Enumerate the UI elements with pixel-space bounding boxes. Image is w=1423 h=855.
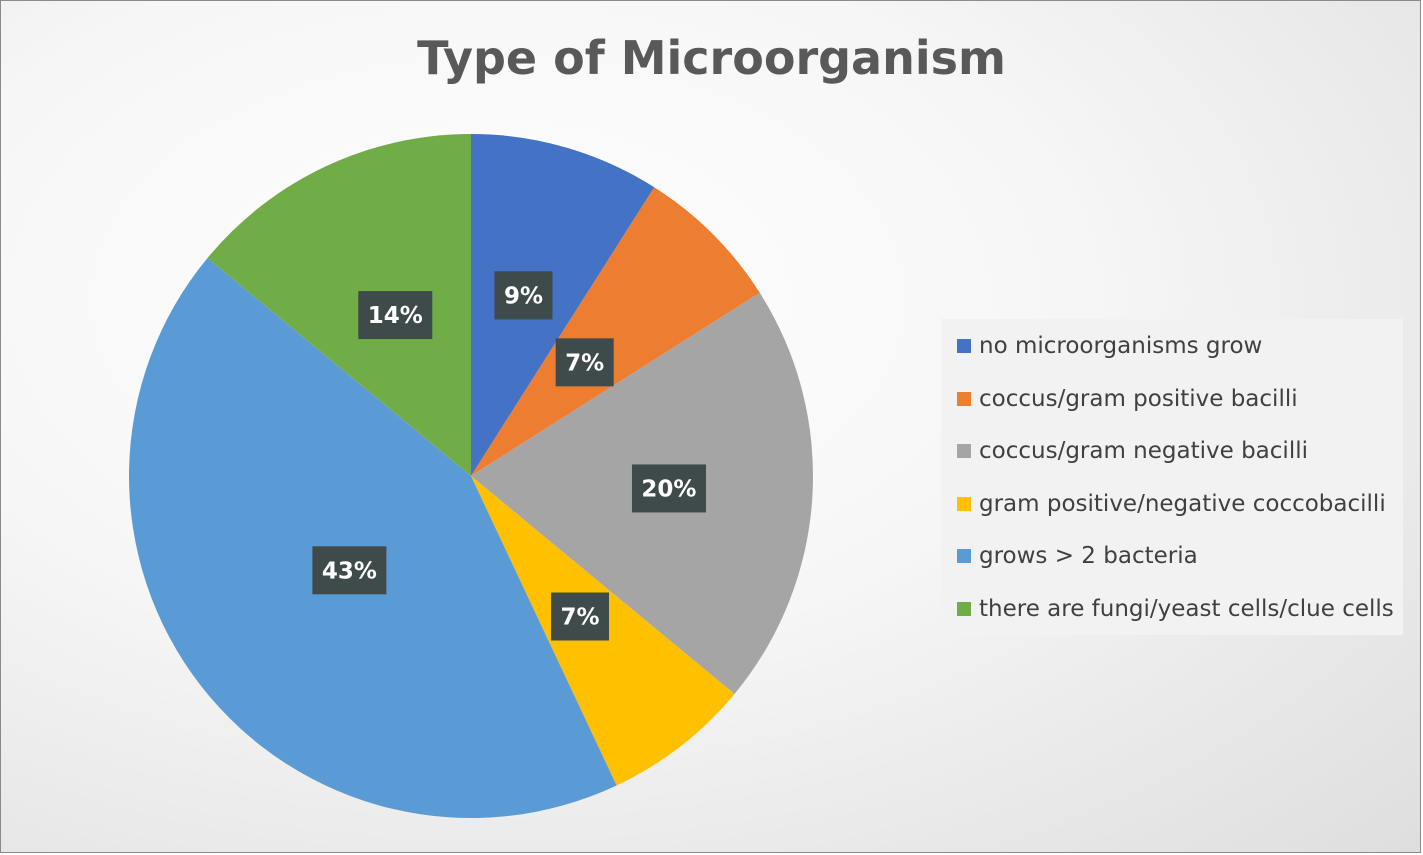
legend-swatch — [957, 496, 971, 511]
data-label-text: 43% — [322, 558, 377, 584]
data-label-box — [631, 464, 706, 513]
legend: no microorganisms grow coccus/gram positi… — [941, 319, 1403, 635]
legend-item: there are fungi/yeast cells/clue cells — [957, 594, 1394, 624]
data-label-3: 20% — [631, 464, 706, 513]
chart-title: Type of Microorganism — [417, 31, 1006, 85]
legend-item: gram positive/negative coccobacilli — [957, 489, 1386, 519]
data-label-5: 43% — [312, 546, 387, 595]
data-label-text: 20% — [641, 476, 696, 502]
legend-item: grows > 2 bacteria — [957, 541, 1198, 571]
pie-slice-1 — [471, 134, 655, 476]
legend-swatch — [957, 444, 971, 458]
data-label-text: 9% — [504, 283, 543, 309]
legend-item: coccus/gram positive bacilli — [957, 384, 1298, 414]
legend-label: gram positive/negative coccobacilli — [979, 490, 1386, 517]
pie-slice-5 — [129, 258, 617, 819]
data-label-box — [494, 271, 553, 320]
data-label-text: 7% — [560, 605, 599, 631]
data-label-box — [312, 546, 387, 595]
legend-label: no microorganisms grow — [979, 333, 1263, 359]
data-label-text: 7% — [565, 350, 604, 376]
legend-swatch — [957, 391, 971, 406]
data-label-box — [555, 338, 614, 387]
pie-slice-6 — [207, 134, 471, 476]
data-label-2: 7% — [555, 338, 614, 387]
legend-label: grows > 2 bacteria — [979, 543, 1198, 569]
legend-label: coccus/gram negative bacilli — [979, 438, 1308, 464]
legend-label: coccus/gram positive bacilli — [979, 385, 1298, 412]
legend-swatch — [957, 339, 971, 353]
data-label-box — [358, 291, 433, 340]
legend-swatch — [957, 549, 971, 563]
data-label-4: 7% — [550, 592, 609, 641]
pie-slice-2 — [471, 187, 760, 476]
legend-item: coccus/gram negative bacilli — [957, 436, 1308, 466]
data-label-6: 14% — [358, 291, 433, 340]
data-label-box — [550, 592, 609, 641]
legend-item: no microorganisms grow — [957, 331, 1262, 361]
data-label-1: 9% — [494, 271, 553, 320]
data-label-text: 14% — [368, 303, 423, 329]
legend-label: there are fungi/yeast cells/clue cells — [979, 595, 1394, 622]
legend-swatch — [957, 601, 971, 616]
